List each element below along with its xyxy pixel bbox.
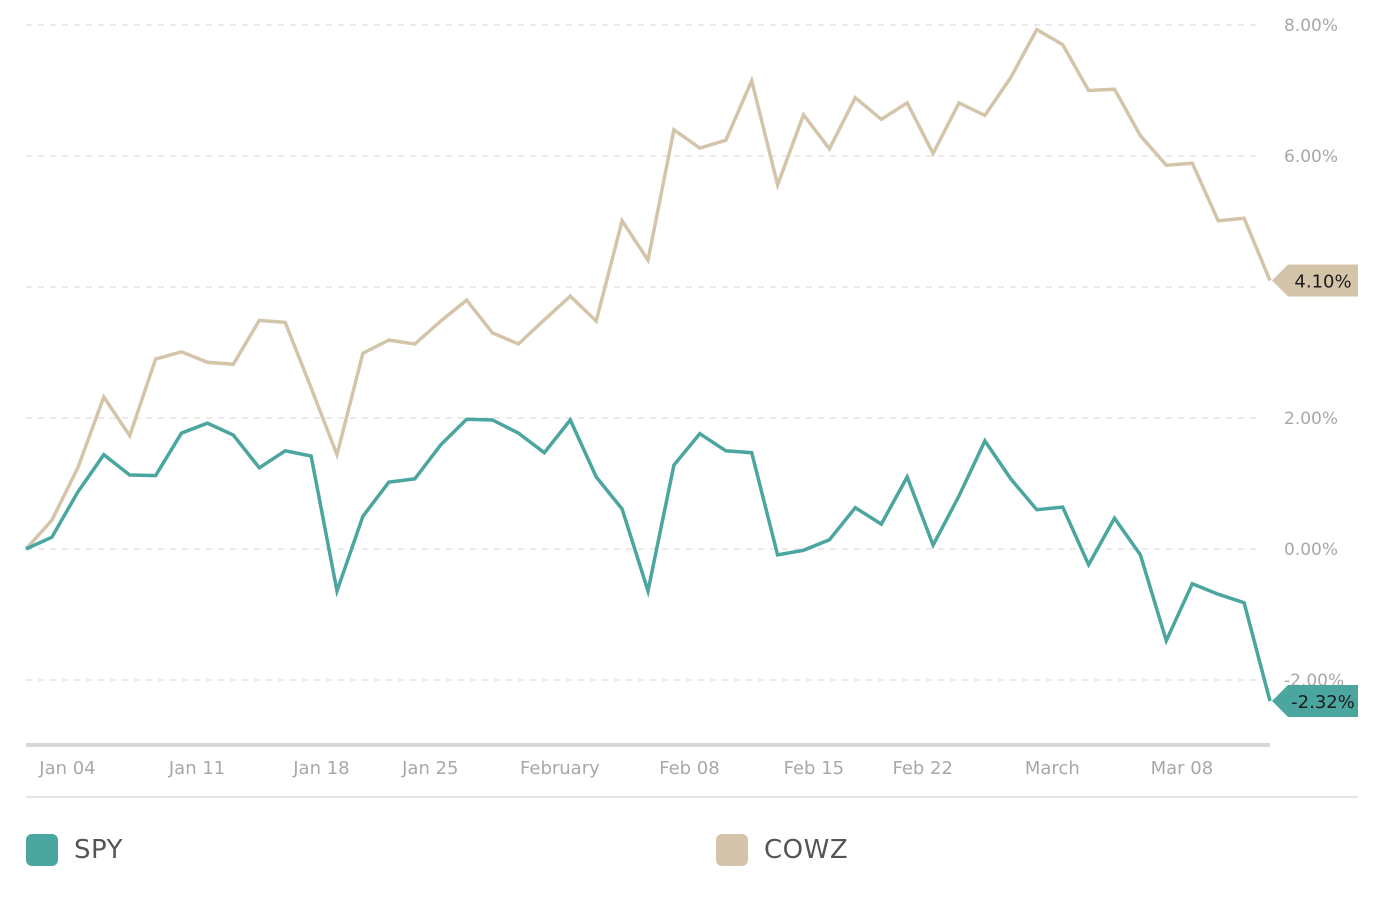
x-axis-ticks: Jan 04 Jan 11 Jan 18 Jan 25 February Feb 08 Fe…: [38, 758, 1213, 779]
x-tick-label: Jan 18: [292, 758, 349, 779]
y-axis-ticks: 8.00%6.00%4.00%2.00%0.00%-2.00%: [1284, 16, 1344, 691]
legend-divider: [26, 796, 1358, 798]
y-tick-label: 2.00%: [1284, 409, 1338, 429]
y-tick-label: 6.00%: [1284, 147, 1338, 167]
x-tick-label: Mar 08: [1151, 758, 1214, 779]
series-line-cowz: [24, 27, 1272, 551]
x-tick-label: February: [520, 758, 600, 779]
end-tag-spy: -2.32%: [1272, 684, 1358, 717]
y-tick-label: 8.00%: [1284, 16, 1338, 36]
line-chart: 8.00%6.00%4.00%2.00%0.00%-2.00% Jan 04Ja…: [24, 16, 1358, 779]
x-tick-label: Jan 04: [38, 758, 95, 779]
legend-item-cowz[interactable]: COWZ: [716, 832, 848, 868]
legend-item-spy[interactable]: SPY: [26, 832, 123, 868]
x-tick-label: March: [1025, 758, 1080, 779]
legend-label-cowz: COWZ: [764, 835, 849, 865]
end-tag-cowz: 4.10%: [1272, 264, 1358, 297]
legend: SPY COWZ: [0, 832, 1386, 872]
legend-swatch-cowz: [716, 834, 748, 866]
end-value-label: -2.32%: [1291, 692, 1355, 713]
legend-swatch-spy: [26, 834, 58, 866]
x-tick-label: Jan 25: [401, 758, 458, 779]
end-value-tags: -2.32% 4.10%: [1272, 264, 1358, 717]
series-lines: [24, 27, 1272, 702]
x-tick-label: Feb 08: [659, 758, 720, 779]
x-tick-label: Feb 22: [892, 758, 953, 779]
end-value-label: 4.10%: [1294, 271, 1351, 292]
y-tick-label: 0.00%: [1284, 540, 1338, 560]
series-line-spy: [25, 416, 1272, 702]
x-tick-label: Jan 11: [168, 758, 225, 779]
x-tick-label: Feb 15: [784, 758, 845, 779]
gridlines: [26, 24, 1258, 681]
legend-label-spy: SPY: [74, 835, 123, 865]
